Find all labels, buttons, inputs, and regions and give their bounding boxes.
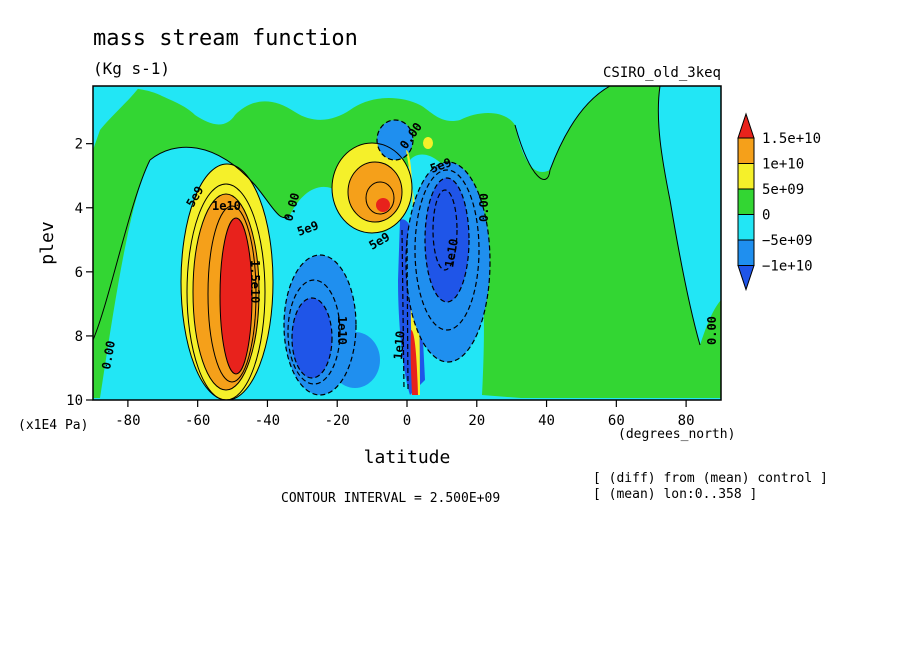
- colorbar-label: −1e+10: [762, 259, 813, 275]
- equator-red-core: [410, 330, 418, 395]
- x-tick-label: -60: [185, 413, 210, 429]
- upper-cell-red: [376, 198, 390, 212]
- colorbar-label: −5e+09: [762, 233, 813, 249]
- y-tick-label: 4: [75, 201, 83, 217]
- north-neg-core: [425, 178, 469, 302]
- x-tick-label: -80: [115, 413, 140, 429]
- south-neg-core: [292, 298, 332, 378]
- y-axis: 2 4 6 8 10: [66, 137, 93, 409]
- x-tick-label: 80: [678, 413, 695, 429]
- colorbar-upper-triangle: [737, 112, 755, 139]
- dataset-label: CSIRO_old_3keq: [603, 65, 721, 81]
- contour-label: 1e10: [442, 238, 461, 269]
- y-tick-label: 6: [75, 265, 83, 281]
- y-axis-title: plev: [37, 221, 58, 264]
- negative-contours: [283, 119, 491, 396]
- north-cyan-region: [658, 86, 721, 345]
- x-tick-label: 0: [403, 413, 411, 429]
- x-axis-title: latitude: [364, 447, 451, 468]
- chart-units: (Kg s-1): [93, 59, 170, 78]
- contour-label: 0.00: [705, 316, 719, 345]
- y-units: (x1E4 Pa): [18, 418, 88, 433]
- colorbar-box: [737, 214, 755, 241]
- colorbar-box: [737, 137, 755, 164]
- contour-label: 0.00: [99, 340, 118, 371]
- y-tick-label: 10: [66, 393, 83, 409]
- x-tick-label: -40: [255, 413, 280, 429]
- x-units: (degrees_north): [618, 427, 735, 442]
- x-tick-label: 60: [608, 413, 625, 429]
- colorbar-label: 5e+09: [762, 182, 804, 198]
- contour-label: 5e9: [295, 218, 320, 239]
- note-mean: [ (mean) lon:0..358 ]: [593, 487, 757, 502]
- colorbar-label: 0: [762, 208, 770, 224]
- upper-blue: [377, 120, 413, 160]
- colorbar-box: [737, 163, 755, 190]
- colorbar: 1.5e+10 1e+10 5e+09 0 −5e+09 −1e+10: [737, 112, 821, 292]
- plot-area: [93, 86, 721, 400]
- note-diff: [ (diff) from (mean) control ]: [593, 471, 828, 486]
- contour-label: 1e10: [335, 316, 349, 345]
- contour-label: 1e10: [391, 330, 407, 360]
- y-tick-label: 2: [75, 137, 83, 153]
- x-tick-label: -20: [325, 413, 350, 429]
- upper-yellow-spot: [423, 137, 433, 149]
- contour-label: 0.00: [477, 193, 491, 222]
- contour-interval: CONTOUR INTERVAL = 2.500E+09: [281, 491, 500, 506]
- x-axis: -80 -60 -40 -20 0 20 40 60 80: [115, 400, 695, 429]
- contour-label: 5e9: [428, 155, 453, 176]
- chart-title: mass stream function: [93, 26, 358, 51]
- contour-label: 1e10: [212, 199, 241, 213]
- south-neg-lower: [330, 332, 380, 388]
- y-tick-label: 8: [75, 329, 83, 345]
- colorbar-label: 1.5e+10: [762, 131, 821, 147]
- south-cell-red: [220, 218, 252, 374]
- colorbar-label: 1e+10: [762, 157, 804, 173]
- x-tick-label: 40: [538, 413, 555, 429]
- south-cyan-pocket: [93, 86, 140, 150]
- contour-lines: [93, 86, 701, 400]
- colorbar-box: [737, 239, 755, 266]
- colorbar-lower-triangle: [737, 265, 755, 292]
- zero-region: [93, 86, 721, 398]
- x-tick-label: 20: [468, 413, 485, 429]
- contour-label: 1.5e10: [248, 260, 262, 303]
- colorbar-box: [737, 188, 755, 215]
